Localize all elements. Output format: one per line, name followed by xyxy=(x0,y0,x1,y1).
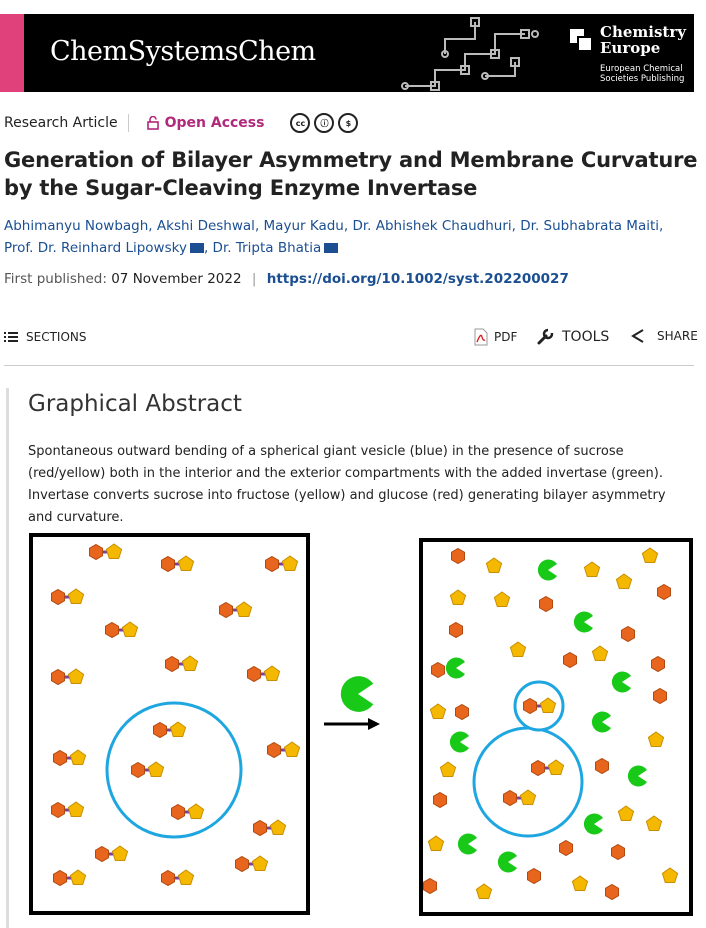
email-icon[interactable] xyxy=(189,243,204,253)
author-link[interactable]: Dr. Abhishek Chaudhuri xyxy=(352,218,512,234)
tools-button[interactable]: TOOLS xyxy=(536,328,609,346)
publication-info: First published: 07 November 2022 | http… xyxy=(4,271,569,287)
license-icons[interactable]: cc ⓘ $ xyxy=(290,113,359,133)
author-link[interactable]: Abhimanyu Nowbagh xyxy=(4,218,149,234)
article-title: Generation of Bilayer Asymmetry and Memb… xyxy=(4,148,698,200)
author-link[interactable]: Dr. Subhabrata Maiti xyxy=(520,218,660,234)
noncommercial-icon: $ xyxy=(338,113,359,133)
pdf-icon xyxy=(474,328,488,346)
graphical-abstract-heading: Graphical Abstract xyxy=(28,391,242,417)
article-toolbar: SECTIONS PDF TOOLS SHARE xyxy=(4,328,698,350)
giant-vesicle-left xyxy=(105,701,243,839)
attribution-icon: ⓘ xyxy=(314,113,335,133)
graphical-abstract-figure xyxy=(29,533,693,916)
sections-label: SECTIONS xyxy=(26,330,87,344)
author-link[interactable]: Prof. Dr. Reinhard Lipowsky xyxy=(4,240,187,256)
chemistry-europe-logo-icon xyxy=(570,29,592,51)
published-date: 07 November 2022 xyxy=(111,271,242,287)
graphical-abstract-text: Spontaneous outward bending of a spheric… xyxy=(28,444,666,525)
creative-commons-icon: cc xyxy=(290,113,311,133)
author-link[interactable]: Akshi Deshwal xyxy=(156,218,255,234)
abstract-sidebar-rule xyxy=(6,388,9,928)
pdf-button[interactable]: PDF xyxy=(474,328,517,346)
author-link[interactable]: Dr. Tripta Bhatia xyxy=(212,240,322,256)
journal-banner[interactable]: ChemSystemsChem Chemistry Europe Europea… xyxy=(0,14,694,92)
article-type: Research Article xyxy=(4,115,118,131)
divider xyxy=(4,365,694,366)
tools-label: TOOLS xyxy=(562,329,610,345)
open-access-badge[interactable]: Open Access xyxy=(146,115,265,131)
separator: | xyxy=(251,271,257,287)
pdf-label: PDF xyxy=(494,330,518,344)
journal-name[interactable]: ChemSystemsChem xyxy=(50,36,316,67)
list-icon xyxy=(4,332,18,342)
published-label: First published: xyxy=(4,271,107,287)
open-access-label: Open Access xyxy=(164,115,265,131)
publisher-name: Chemistry Europe xyxy=(600,23,686,57)
banner-accent xyxy=(0,14,24,92)
publisher-subtitle: European Chemical Societies Publishing xyxy=(600,64,685,84)
author-list: Abhimanyu Nowbagh, Akshi Deshwal, Mayur … xyxy=(4,218,664,256)
lock-open-icon xyxy=(146,116,159,130)
divider xyxy=(127,114,129,132)
molecule-decoration-icon xyxy=(401,17,539,91)
invertase-icon xyxy=(340,676,374,712)
wrench-icon xyxy=(537,328,554,345)
doi-link[interactable]: https://doi.org/10.1002/syst.202200027 xyxy=(266,271,569,287)
author-link[interactable]: Mayur Kadu xyxy=(263,218,344,234)
share-button[interactable]: SHARE xyxy=(631,328,698,344)
sections-button[interactable]: SECTIONS xyxy=(4,330,87,344)
article-meta: Research Article Open Access cc ⓘ $ xyxy=(4,113,359,133)
share-label: SHARE xyxy=(657,329,698,343)
arrow-right-icon xyxy=(368,718,380,730)
email-icon[interactable] xyxy=(324,243,339,253)
share-icon xyxy=(631,329,644,343)
